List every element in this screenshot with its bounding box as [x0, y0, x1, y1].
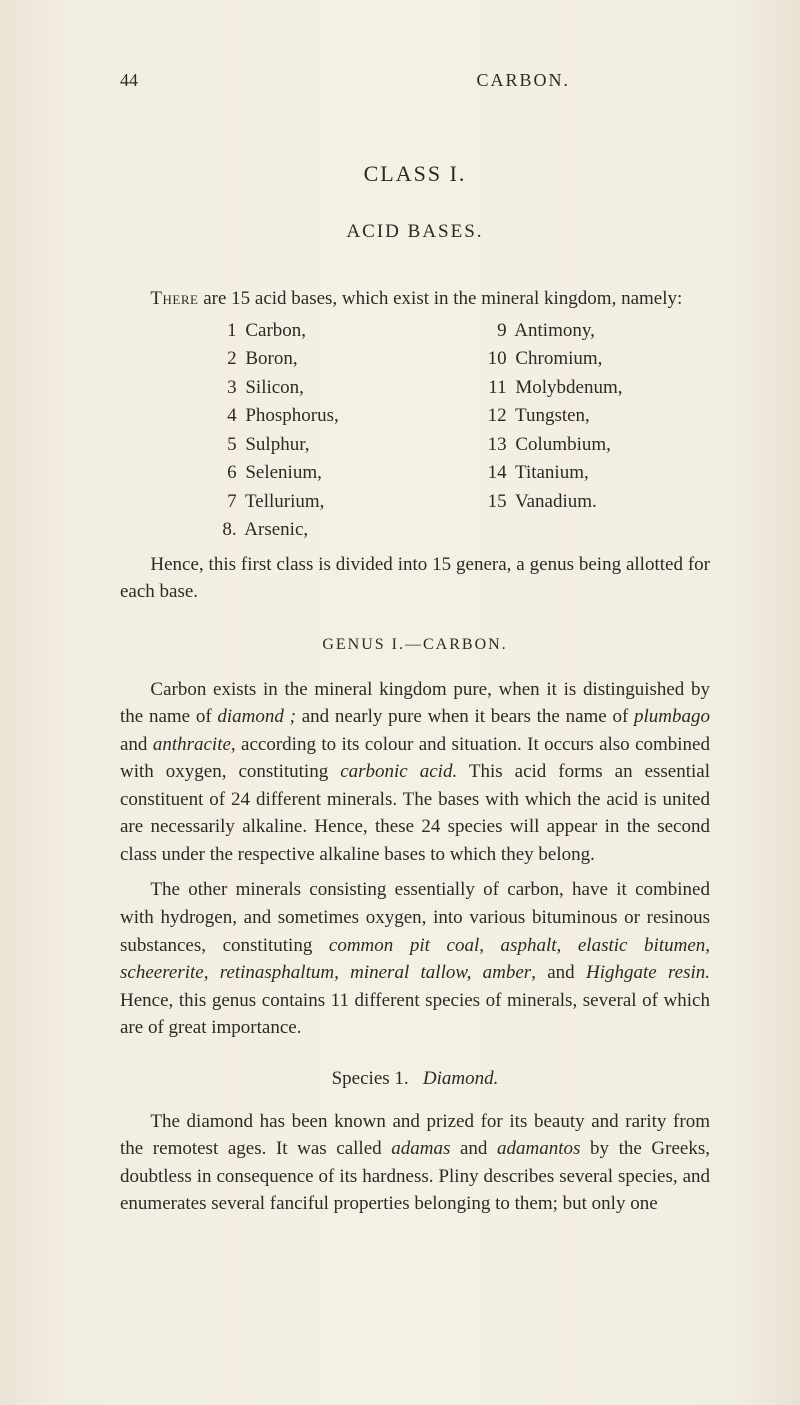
list-item: 5 Sulphur,	[210, 431, 440, 460]
list-item: 7 Tellurium,	[210, 488, 440, 517]
text-run-italic: adamas	[391, 1138, 450, 1159]
list-item-number: 12	[480, 402, 507, 431]
list-item-name: Selenium,	[241, 462, 322, 483]
intro-lead-rest: are 15 acid bases, which exist in the mi…	[198, 288, 682, 309]
species-heading: Species 1. Diamond.	[120, 1068, 710, 1090]
list-item-number: 7	[210, 488, 237, 517]
acid-base-list-col-right: 9 Antimony,10 Chromium,11 Molybdenum,12 …	[440, 317, 710, 545]
list-item: 11 Molybdenum,	[480, 374, 710, 403]
species-name: Diamond.	[423, 1068, 498, 1089]
list-item-name: Phosphorus,	[241, 405, 339, 426]
genus-para-2: The other minerals consisting essentiall…	[120, 876, 710, 1041]
paragraph-gap	[120, 868, 710, 876]
scanned-page: 44 CARBON. CLASS I. ACID BASES. There ar…	[0, 0, 800, 1405]
list-item-name: Arsenic,	[241, 519, 309, 540]
post-list-para: Hence, this first class is divided into …	[120, 551, 710, 606]
list-item-number: 6	[210, 459, 237, 488]
list-item: 6 Selenium,	[210, 459, 440, 488]
acid-base-list: 1 Carbon,2 Boron,3 Silicon,4 Phosphorus,…	[120, 317, 710, 545]
genus-para-1: Carbon exists in the mineral kingdom pur…	[120, 676, 710, 869]
text-run-italic: carbonic acid.	[340, 761, 457, 782]
text-run-italic: anthracite	[153, 734, 231, 755]
list-item-number: 15	[480, 488, 507, 517]
list-item-number: 4	[210, 402, 237, 431]
list-item: 4 Phosphorus,	[210, 402, 440, 431]
list-item-number: 10	[480, 345, 507, 374]
list-item-name: Chromium,	[511, 348, 603, 369]
list-item-number: 9	[480, 317, 507, 346]
page-number: 44	[120, 70, 138, 91]
list-item-name: Tellurium,	[241, 491, 325, 512]
text-run: , and	[531, 962, 586, 983]
list-item-name: Antimony,	[511, 320, 595, 341]
text-run: Hence, this genus contains 11 different …	[120, 990, 710, 1039]
acid-base-list-col-left: 1 Carbon,2 Boron,3 Silicon,4 Phosphorus,…	[120, 317, 440, 545]
list-item-name: Molybdenum,	[511, 377, 623, 398]
running-head: 44 CARBON.	[120, 70, 710, 91]
text-run: and nearly pure when it bears the name o…	[296, 706, 634, 727]
list-item: 13 Columbium,	[480, 431, 710, 460]
text-run: and	[120, 734, 153, 755]
intro-lead-smallcaps: There	[150, 288, 198, 309]
list-item-name: Carbon,	[241, 320, 306, 341]
list-item-name: Sulphur,	[241, 434, 310, 455]
class-title: CLASS I.	[120, 161, 710, 187]
list-item-number: 14	[480, 459, 507, 488]
list-item-name: Silicon,	[241, 377, 304, 398]
list-item: 15 Vanadium.	[480, 488, 710, 517]
text-run: and	[450, 1138, 497, 1159]
text-run-italic: diamond ;	[217, 706, 296, 727]
species-label: Species 1.	[332, 1068, 409, 1089]
text-run-italic: plumbago	[634, 706, 710, 727]
post-list-text: Hence, this first class is divided into …	[120, 551, 710, 606]
list-item: 2 Boron,	[210, 345, 440, 374]
intro-text: There are 15 acid bases, which exist in …	[120, 285, 710, 313]
list-item-number: 5	[210, 431, 237, 460]
list-item: 9 Antimony,	[480, 317, 710, 346]
list-item: 14 Titanium,	[480, 459, 710, 488]
list-item: 10 Chromium,	[480, 345, 710, 374]
list-item-number: 2	[210, 345, 237, 374]
genus-title: GENUS I.—CARBON.	[120, 636, 710, 654]
list-item: 3 Silicon,	[210, 374, 440, 403]
list-item-name: Boron,	[241, 348, 298, 369]
list-item: 12 Tungsten,	[480, 402, 710, 431]
list-item-name: Vanadium.	[511, 491, 597, 512]
list-item-name: Columbium,	[511, 434, 611, 455]
list-item-number: 11	[480, 374, 507, 403]
list-item-number: 8.	[210, 516, 237, 545]
list-item-name: Titanium,	[511, 462, 589, 483]
species-para: The diamond has been known and prized fo…	[120, 1108, 710, 1218]
list-item-number: 13	[480, 431, 507, 460]
list-item-number: 1	[210, 317, 237, 346]
list-item-number: 3	[210, 374, 237, 403]
list-item-name: Tungsten,	[511, 405, 590, 426]
running-title: CARBON.	[476, 70, 570, 91]
section-title: ACID BASES.	[120, 221, 710, 243]
text-run-italic: adamantos	[497, 1138, 580, 1159]
list-item: 8. Arsenic,	[210, 516, 440, 545]
text-run-italic: Highgate resin.	[586, 962, 710, 983]
list-item: 1 Carbon,	[210, 317, 440, 346]
